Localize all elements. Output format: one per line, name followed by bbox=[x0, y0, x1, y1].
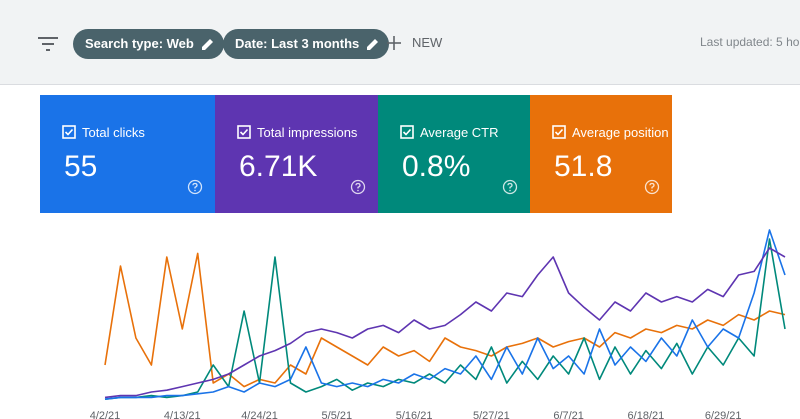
metric-value: 6.71K bbox=[239, 150, 318, 183]
metric-card[interactable]: Total clicks 55 bbox=[40, 95, 215, 213]
metric-value: 51.8 bbox=[554, 150, 613, 183]
filter-chip[interactable]: Search type: Web bbox=[73, 29, 224, 59]
series-line bbox=[104, 229, 786, 400]
x-tick-label: 6/29/21 bbox=[705, 410, 742, 419]
x-tick-label: 4/13/21 bbox=[164, 410, 201, 419]
x-tick-label: 4/2/21 bbox=[90, 410, 121, 419]
series-line bbox=[104, 252, 786, 388]
toolbar: Search type: Web Date: Last 3 months NEW… bbox=[0, 0, 800, 85]
chip-text: Date: Last 3 months bbox=[235, 36, 360, 51]
metric-card[interactable]: Average position 51.8 bbox=[530, 95, 672, 213]
last-updated: Last updated: 5 hour bbox=[700, 35, 800, 49]
metric-card[interactable]: Average CTR 0.8% bbox=[378, 95, 530, 213]
metric-label: Total impressions bbox=[257, 125, 358, 140]
checkbox[interactable] bbox=[552, 125, 566, 139]
metric-label: Total clicks bbox=[82, 125, 145, 140]
series-line bbox=[104, 238, 786, 400]
help-icon[interactable] bbox=[350, 179, 366, 195]
filter-chip[interactable]: Date: Last 3 months bbox=[223, 29, 390, 59]
edit-icon bbox=[201, 39, 213, 50]
checkbox[interactable] bbox=[237, 125, 251, 139]
x-tick-label: 4/24/21 bbox=[241, 410, 278, 419]
metric-cards: Total clicks 55 Total impressions 6.71K Aver… bbox=[40, 95, 672, 213]
metric-label: Average position bbox=[572, 125, 669, 140]
new-button[interactable]: NEW bbox=[412, 35, 443, 50]
help-icon[interactable] bbox=[502, 179, 518, 195]
chart: 4/2/21 4/13/21 4/24/21 5/5/21 5/16/21 5/27/21… bbox=[90, 229, 786, 419]
checkbox[interactable] bbox=[400, 125, 414, 139]
x-tick-label: 5/27/21 bbox=[473, 410, 510, 419]
metric-value: 55 bbox=[64, 150, 98, 183]
metric-value: 0.8% bbox=[402, 150, 471, 183]
series-line bbox=[104, 247, 786, 399]
filter-icon[interactable] bbox=[38, 37, 58, 51]
x-tick-label: 6/7/21 bbox=[553, 410, 584, 419]
checkbox[interactable] bbox=[62, 125, 76, 139]
chip-text: Search type: Web bbox=[85, 36, 194, 51]
metric-card[interactable]: Total impressions 6.71K bbox=[215, 95, 378, 213]
help-icon[interactable] bbox=[187, 179, 203, 195]
x-tick-label: 5/5/21 bbox=[322, 410, 353, 419]
x-tick-label: 6/18/21 bbox=[628, 410, 665, 419]
plus-icon[interactable] bbox=[386, 35, 402, 51]
help-icon[interactable] bbox=[644, 179, 660, 195]
x-tick-label: 5/16/21 bbox=[396, 410, 433, 419]
edit-icon bbox=[367, 39, 379, 50]
metric-label: Average CTR bbox=[420, 125, 499, 140]
